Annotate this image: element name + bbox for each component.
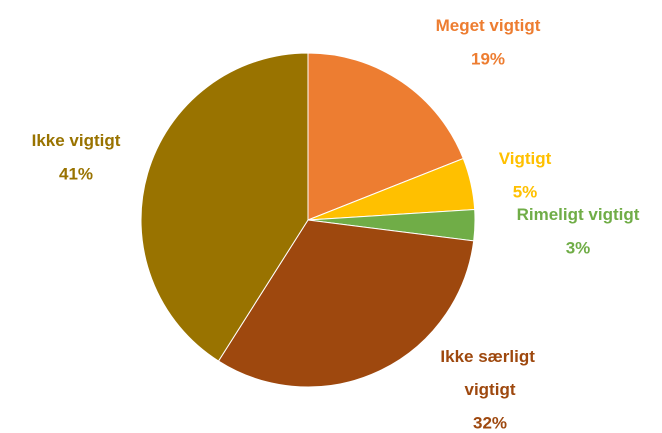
slice-label: Ikke vigtigt	[32, 131, 121, 150]
slice-label: Meget vigtigt	[436, 16, 541, 35]
value-label: 19%	[471, 49, 505, 68]
value-label: 5%	[513, 182, 538, 201]
value-label: 32%	[473, 413, 507, 432]
value-label: 41%	[59, 164, 93, 183]
pie-slice	[217, 219, 475, 388]
slice-label: Ikke særligt vigtigt	[440, 347, 539, 399]
pie-slice	[307, 52, 464, 221]
slice-label: Vigtigt	[499, 149, 552, 168]
value-label: 3%	[566, 238, 591, 257]
pie-slice	[140, 52, 309, 362]
slice-label: Rimeligt vigtigt	[517, 205, 640, 224]
